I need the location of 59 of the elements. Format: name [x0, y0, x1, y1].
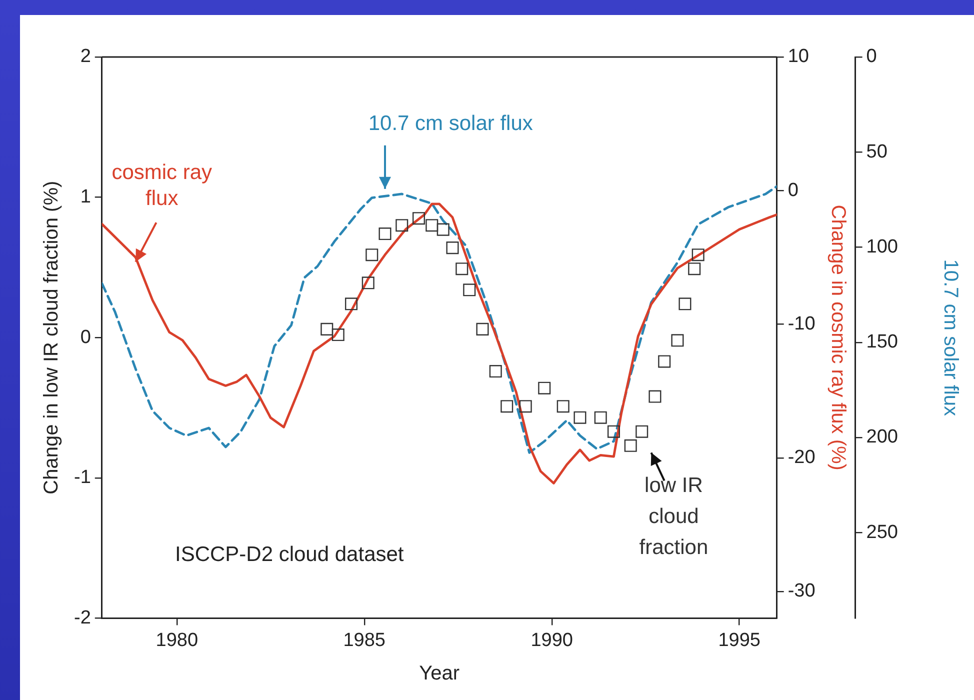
point	[500, 400, 514, 413]
point	[671, 334, 684, 347]
line-series	[102, 185, 777, 454]
y2-tick-label: 10	[788, 46, 809, 68]
y3-tick-label: 250	[866, 522, 898, 543]
point	[624, 439, 637, 452]
y3-tick-label: 200	[866, 426, 898, 448]
point	[366, 248, 378, 262]
point	[658, 355, 671, 368]
point	[594, 411, 607, 424]
point	[332, 328, 344, 342]
point	[378, 228, 392, 240]
point	[463, 284, 476, 296]
y-tick-label: -2	[74, 607, 91, 628]
y3-tick-label: 150	[866, 332, 898, 353]
point	[607, 425, 620, 438]
y2-tick-label: -20	[788, 447, 816, 468]
y3-axis-title: 10.7 cm solar flux	[939, 259, 962, 416]
series-label: cosmic ray flux	[112, 160, 213, 210]
series-label: low IR cloud fraction	[639, 474, 708, 560]
point	[574, 411, 586, 424]
point	[519, 400, 532, 413]
point	[446, 242, 459, 254]
y3-tick-label: 100	[866, 236, 898, 258]
point	[648, 390, 662, 403]
point	[636, 425, 648, 438]
y3-tick-label: 0	[866, 46, 877, 68]
x-tick-label: 1985	[343, 630, 386, 651]
y-axis-title: Change in low IR cloud fraction (%)	[40, 180, 63, 494]
annotation: ISCCP-D2 cloud dataset	[174, 542, 404, 566]
point	[320, 322, 334, 336]
x-tick-label: 1990	[530, 630, 573, 651]
y2-tick-label: -10	[788, 313, 816, 334]
point	[426, 219, 438, 232]
point	[556, 400, 570, 413]
y2-tick-label: 0	[788, 180, 798, 201]
point	[678, 298, 692, 310]
point	[692, 248, 704, 262]
y-tick-label: 0	[80, 326, 91, 348]
point	[476, 322, 489, 336]
point	[344, 298, 358, 310]
point	[396, 219, 408, 232]
point	[688, 262, 701, 276]
x-tick-label: 1980	[156, 630, 198, 651]
y2-axis-title: Change in cosmic ray flux (%)	[826, 204, 849, 470]
point	[436, 223, 450, 236]
y-tick-label: 2	[80, 46, 91, 68]
point	[489, 365, 502, 378]
point	[412, 212, 425, 225]
point	[456, 262, 468, 276]
y-tick-label: -1	[74, 467, 91, 488]
y-tick-label: 1	[80, 186, 91, 208]
point	[362, 276, 374, 290]
point	[538, 382, 551, 394]
y3-tick-label: 50	[866, 141, 888, 162]
text: 10.7 cm solar flux	[368, 112, 534, 136]
x-tick-label: 1995	[718, 630, 760, 651]
x-axis-title: Year	[419, 662, 460, 685]
y2-tick-label: -30	[788, 580, 816, 602]
